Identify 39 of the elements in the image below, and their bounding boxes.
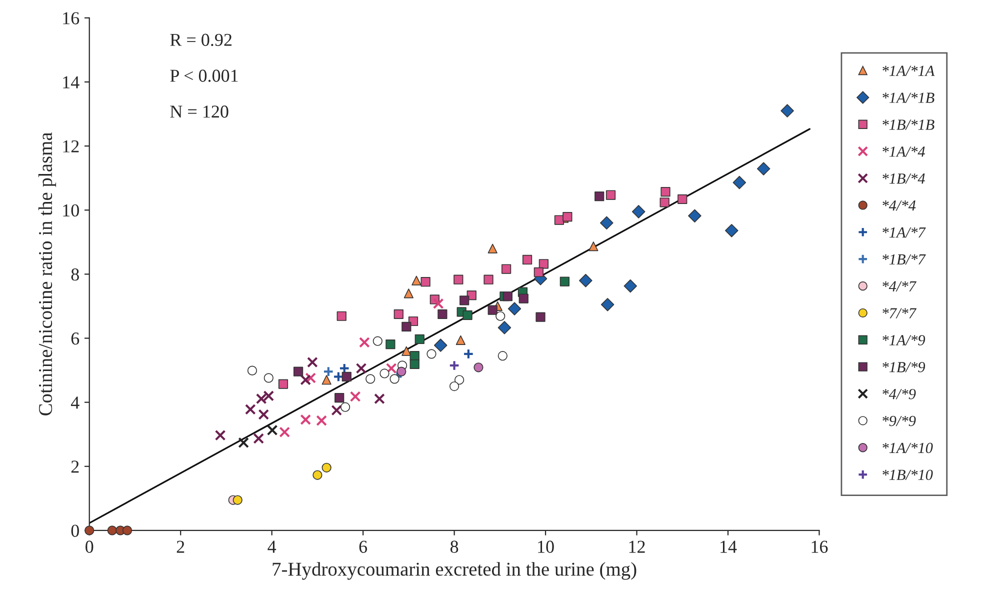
- y-tick-label: 14: [63, 76, 80, 88]
- x-tick-label: 4: [268, 540, 276, 553]
- legend-label: *4/*9: [882, 388, 916, 400]
- x-tick-label: 12: [629, 540, 645, 553]
- legend-label: *7/*7: [882, 308, 917, 318]
- x-axis-title: 7-Hydroxycoumarin excreted in the urine (mg): [272, 562, 636, 580]
- legend-label: *1B/*7: [882, 254, 926, 265]
- legend-label: *1A/*4: [882, 146, 925, 157]
- annotation: N = 120: [170, 106, 228, 118]
- legend-label: *1B/*10: [882, 470, 933, 480]
- x-tick-label: 2: [176, 540, 184, 553]
- legend-label: *1A/*1B: [882, 92, 934, 103]
- x-tick-label: 0: [86, 540, 94, 553]
- annotation: P < 0.001: [170, 70, 238, 82]
- x-tick-label: 10: [538, 540, 554, 553]
- legend-label: *9/*9: [882, 416, 916, 426]
- y-tick-label: 8: [71, 268, 79, 281]
- x-tick-label: 8: [450, 540, 458, 553]
- y-tick-label: 0: [71, 524, 79, 537]
- legend-label: *1A/*10: [882, 442, 933, 454]
- legend-label: *1A/*9: [882, 335, 926, 346]
- legend-label: *1A/*1A: [882, 66, 935, 76]
- y-axis-title: Cotinine/nicotine ratio in the plasma: [38, 132, 56, 416]
- legend-label: *1B/*1B: [882, 120, 934, 130]
- x-tick-label: 16: [812, 540, 828, 553]
- legend-label: *4/*7: [882, 281, 917, 292]
- legend-label: *1B/*9: [882, 362, 926, 372]
- x-tick-label: 6: [359, 540, 368, 553]
- x-tick-label: 14: [720, 540, 737, 553]
- y-tick-label: 12: [63, 140, 79, 152]
- y-tick-label: 4: [70, 396, 80, 409]
- legend-label: *1B/*4: [882, 174, 925, 184]
- y-tick-label: 16: [63, 12, 80, 24]
- legend-label: *1A/*7: [882, 227, 926, 238]
- y-tick-label: 6: [71, 332, 80, 345]
- y-tick-label: 10: [63, 204, 79, 217]
- y-tick-label: 2: [71, 460, 79, 473]
- legend-label: *4/*4: [882, 200, 916, 211]
- annotation: R = 0.92: [170, 34, 232, 46]
